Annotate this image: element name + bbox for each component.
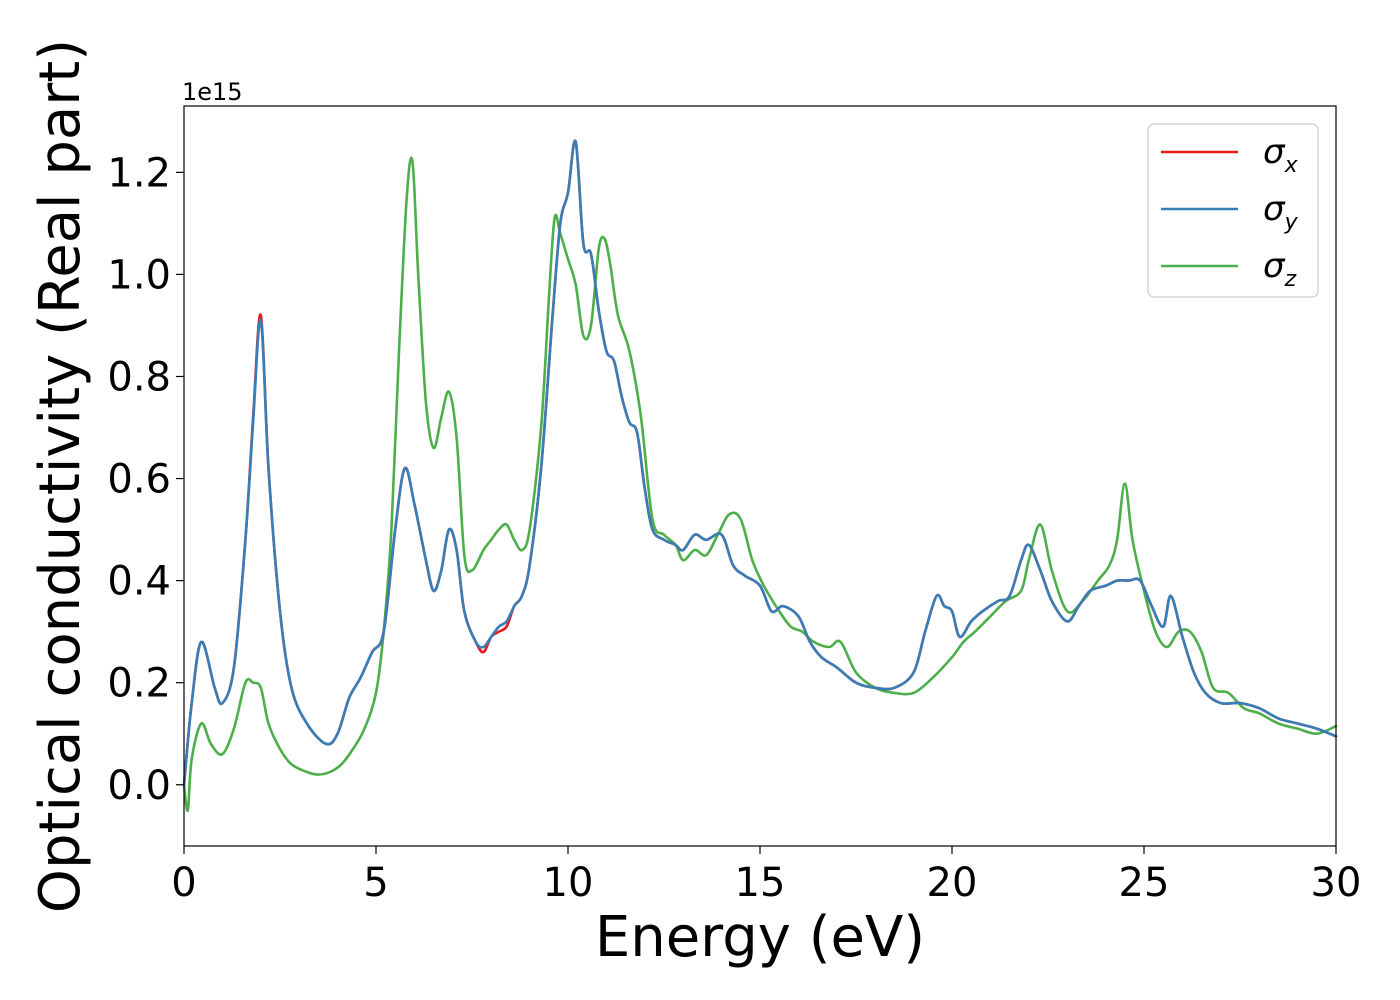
series-layer [182,139,1338,812]
y-axis-label: Optical conductivity (Real part) [28,39,93,913]
legend-label-y: σy [1263,189,1299,235]
series-line-z [182,156,1338,812]
y-tick-label: 0.4 [107,559,171,605]
x-axis: 0 5 10 15 20 25 30 [171,846,1361,906]
x-tick-label: 25 [1119,860,1170,906]
y-axis: 0.0 0.2 0.4 0.6 0.8 1.0 1.2 [107,150,184,809]
x-tick-label: 30 [1311,860,1362,906]
x-tick-label: 0 [171,860,196,906]
x-tick-label: 15 [735,860,786,906]
y-tick-label: 0.2 [107,661,171,707]
legend-box [1147,123,1319,298]
y-offset-label: 1e15 [182,78,243,106]
x-tick-label: 10 [543,860,594,906]
y-tick-label: 0.8 [107,354,171,400]
y-tick-label: 0.6 [107,457,171,503]
y-tick-label: 1.2 [107,150,171,196]
y-tick-label: 0.0 [107,763,171,809]
legend-label-x: σx [1263,132,1299,178]
y-tick-label: 1.0 [107,252,171,298]
x-axis-label: Energy (eV) [595,905,925,970]
legend-label-z: σz [1263,246,1297,292]
legend: σx σy σz [1147,123,1319,298]
x-tick-label: 5 [363,860,388,906]
series-line-y [182,139,1338,787]
x-tick-label: 20 [927,860,978,906]
